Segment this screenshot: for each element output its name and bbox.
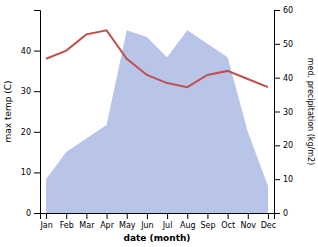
x-tick-label: Sep <box>200 221 215 230</box>
y2-tick: 0 <box>274 209 288 218</box>
y2-tick-mark <box>274 213 280 214</box>
x-tick-mark <box>127 213 128 219</box>
y-tick-mark <box>34 51 40 52</box>
y-tick: 30 <box>21 87 40 96</box>
x-tick-mark <box>86 213 87 219</box>
x-tick: Jul <box>162 213 173 230</box>
x-tick: Oct <box>221 213 235 230</box>
y2-tick-label: 60 <box>283 6 293 15</box>
plot-marks <box>46 30 268 213</box>
x-tick: Dec <box>261 213 276 230</box>
x-tick-label: Aug <box>180 221 196 230</box>
y-tick-mark <box>34 132 40 133</box>
y-axis-title: max temp (C) <box>3 80 13 142</box>
x-tick-mark <box>248 213 249 219</box>
x-tick-mark <box>187 213 188 219</box>
x-tick-mark <box>66 213 67 219</box>
y2-tick-mark <box>274 10 280 11</box>
y-tick-label: 30 <box>21 87 31 96</box>
x-tick: Apr <box>100 213 115 230</box>
x-tick-label: Jan <box>39 221 52 230</box>
y-tick: 40 <box>21 47 40 56</box>
y2-tick-mark <box>274 44 280 45</box>
x-axis-line <box>41 214 275 220</box>
y-tick-label: 0 <box>26 209 31 218</box>
y-tick-label: 20 <box>21 128 31 137</box>
x-tick-label: Dec <box>261 221 276 230</box>
y2-tick-mark <box>274 112 280 113</box>
y2-tick: 10 <box>274 175 293 184</box>
x-tick-label: Jun <box>140 221 154 230</box>
x-tick: Jun <box>140 213 154 230</box>
x-tick-mark <box>167 213 168 219</box>
x-tick: Sep <box>200 213 215 230</box>
y2-tick: 30 <box>274 108 293 117</box>
y2-tick: 20 <box>274 141 293 150</box>
x-tick-label: Jul <box>162 221 173 230</box>
x-tick-label: May <box>119 221 136 230</box>
y2-tick-label: 0 <box>283 209 288 218</box>
line <box>46 30 268 87</box>
x-tick: May <box>119 213 136 230</box>
x-tick-mark <box>147 213 148 219</box>
y2-tick-mark <box>274 145 280 146</box>
x-axis-title: date (month) <box>124 233 191 243</box>
y2-tick-mark <box>274 78 280 79</box>
y-tick-mark <box>34 172 40 173</box>
x-tick-label: Oct <box>221 221 235 230</box>
x-tick: Jan <box>39 213 52 230</box>
y-tick-mark <box>34 213 40 214</box>
x-tick-mark <box>46 213 47 219</box>
x-tick: Feb <box>60 213 74 230</box>
y2-tick: 40 <box>274 74 293 83</box>
y2-tick-mark <box>274 179 280 180</box>
y2-tick-label: 20 <box>283 141 293 150</box>
y-tick: 0 <box>26 209 40 218</box>
y2-axis: 0 10 20 30 40 50 60 <box>274 6 293 218</box>
y2-axis-line <box>275 11 281 214</box>
y-axis: 0 10 20 30 40 <box>21 11 41 219</box>
y-tick-mark <box>34 91 40 92</box>
y2-tick-label: 30 <box>283 108 293 117</box>
x-tick-label: Mar <box>79 221 95 230</box>
y-axis-line <box>34 11 41 214</box>
x-tick: Mar <box>79 213 95 230</box>
area <box>46 30 268 213</box>
x-tick-mark <box>228 213 229 219</box>
x-tick-label: Apr <box>100 221 115 230</box>
x-axis: Jan Feb Mar Apr May Jun Jul Aug Sep Oct Nov Dec <box>39 213 276 230</box>
x-tick-label: Nov <box>240 221 256 230</box>
chart: Jan Feb Mar Apr May Jun Jul Aug Sep Oct Nov Dec 0 10 2… <box>0 0 318 247</box>
y2-axis-title: med. precipitation (kg/m2) <box>306 58 315 165</box>
x-tick: Nov <box>240 213 256 230</box>
x-tick-mark <box>207 213 208 219</box>
y-tick-label: 10 <box>21 168 31 177</box>
y2-tick-label: 40 <box>283 74 293 83</box>
y-tick: 10 <box>21 168 40 177</box>
y-tick-label: 40 <box>21 47 31 56</box>
y-tick: 20 <box>21 128 40 137</box>
y2-tick: 50 <box>274 40 293 49</box>
x-tick: Aug <box>180 213 196 230</box>
y2-tick: 60 <box>274 6 293 15</box>
y2-tick-label: 10 <box>283 175 293 184</box>
x-tick-mark <box>268 213 269 219</box>
y2-tick-label: 50 <box>283 40 293 49</box>
x-tick-mark <box>107 213 108 219</box>
x-tick-label: Feb <box>60 221 74 230</box>
